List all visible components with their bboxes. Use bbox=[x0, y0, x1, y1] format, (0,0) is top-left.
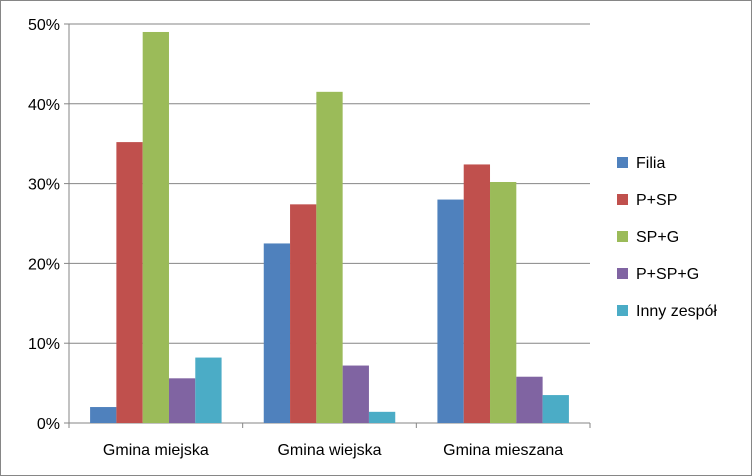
bars bbox=[90, 31, 569, 423]
x-tick-labels: Gmina miejska Gmina wiejska Gmina mieszana bbox=[103, 442, 563, 459]
y-tick-label: 30% bbox=[28, 177, 60, 194]
y-tick-label: 0% bbox=[37, 416, 60, 433]
legend-swatch bbox=[617, 194, 628, 205]
bar-p-sp-g-2 bbox=[516, 376, 543, 423]
legend-label: Inny zespół bbox=[636, 303, 717, 320]
legend-label: P+SP+G bbox=[636, 266, 699, 283]
legend-label: SP+G bbox=[636, 229, 679, 246]
bar-p-sp-0 bbox=[116, 142, 143, 423]
legend-swatch bbox=[617, 268, 628, 279]
x-tick-label: Gmina mieszana bbox=[443, 442, 563, 459]
bar-sp-g-1 bbox=[316, 91, 343, 423]
x-tick-label: Gmina wiejska bbox=[277, 442, 381, 459]
legend: Filia P+SP SP+G P+SP+G Inny zespół bbox=[617, 155, 717, 320]
bar-sp-g-2 bbox=[490, 182, 517, 423]
bar-inny-zesp--1 bbox=[368, 411, 396, 423]
bar-inny-zesp--0 bbox=[195, 357, 222, 423]
bar-filia-0 bbox=[90, 407, 117, 423]
y-tick-label: 20% bbox=[28, 256, 60, 273]
y-tick-label: 40% bbox=[28, 97, 60, 114]
bar-filia-2 bbox=[437, 199, 464, 423]
y-tick-label: 10% bbox=[28, 336, 60, 353]
legend-swatch bbox=[617, 157, 628, 168]
bar-p-sp-g-1 bbox=[342, 365, 369, 423]
legend-label: Filia bbox=[636, 155, 665, 172]
x-tick-label: Gmina miejska bbox=[103, 442, 209, 459]
legend-label: P+SP bbox=[636, 192, 677, 209]
bar-inny-zesp--2 bbox=[542, 395, 569, 423]
y-tick-label: 50% bbox=[28, 17, 60, 34]
y-tick-labels: 0% 10% 20% 30% 40% 50% bbox=[28, 17, 60, 433]
bar-sp-g-0 bbox=[142, 31, 169, 423]
legend-swatch bbox=[617, 305, 628, 316]
bar-p-sp-g-0 bbox=[168, 378, 196, 423]
bar-p-sp-1 bbox=[290, 204, 317, 423]
bar-p-sp-2 bbox=[463, 164, 491, 423]
legend-swatch bbox=[617, 231, 628, 242]
bar-filia-1 bbox=[263, 243, 291, 423]
